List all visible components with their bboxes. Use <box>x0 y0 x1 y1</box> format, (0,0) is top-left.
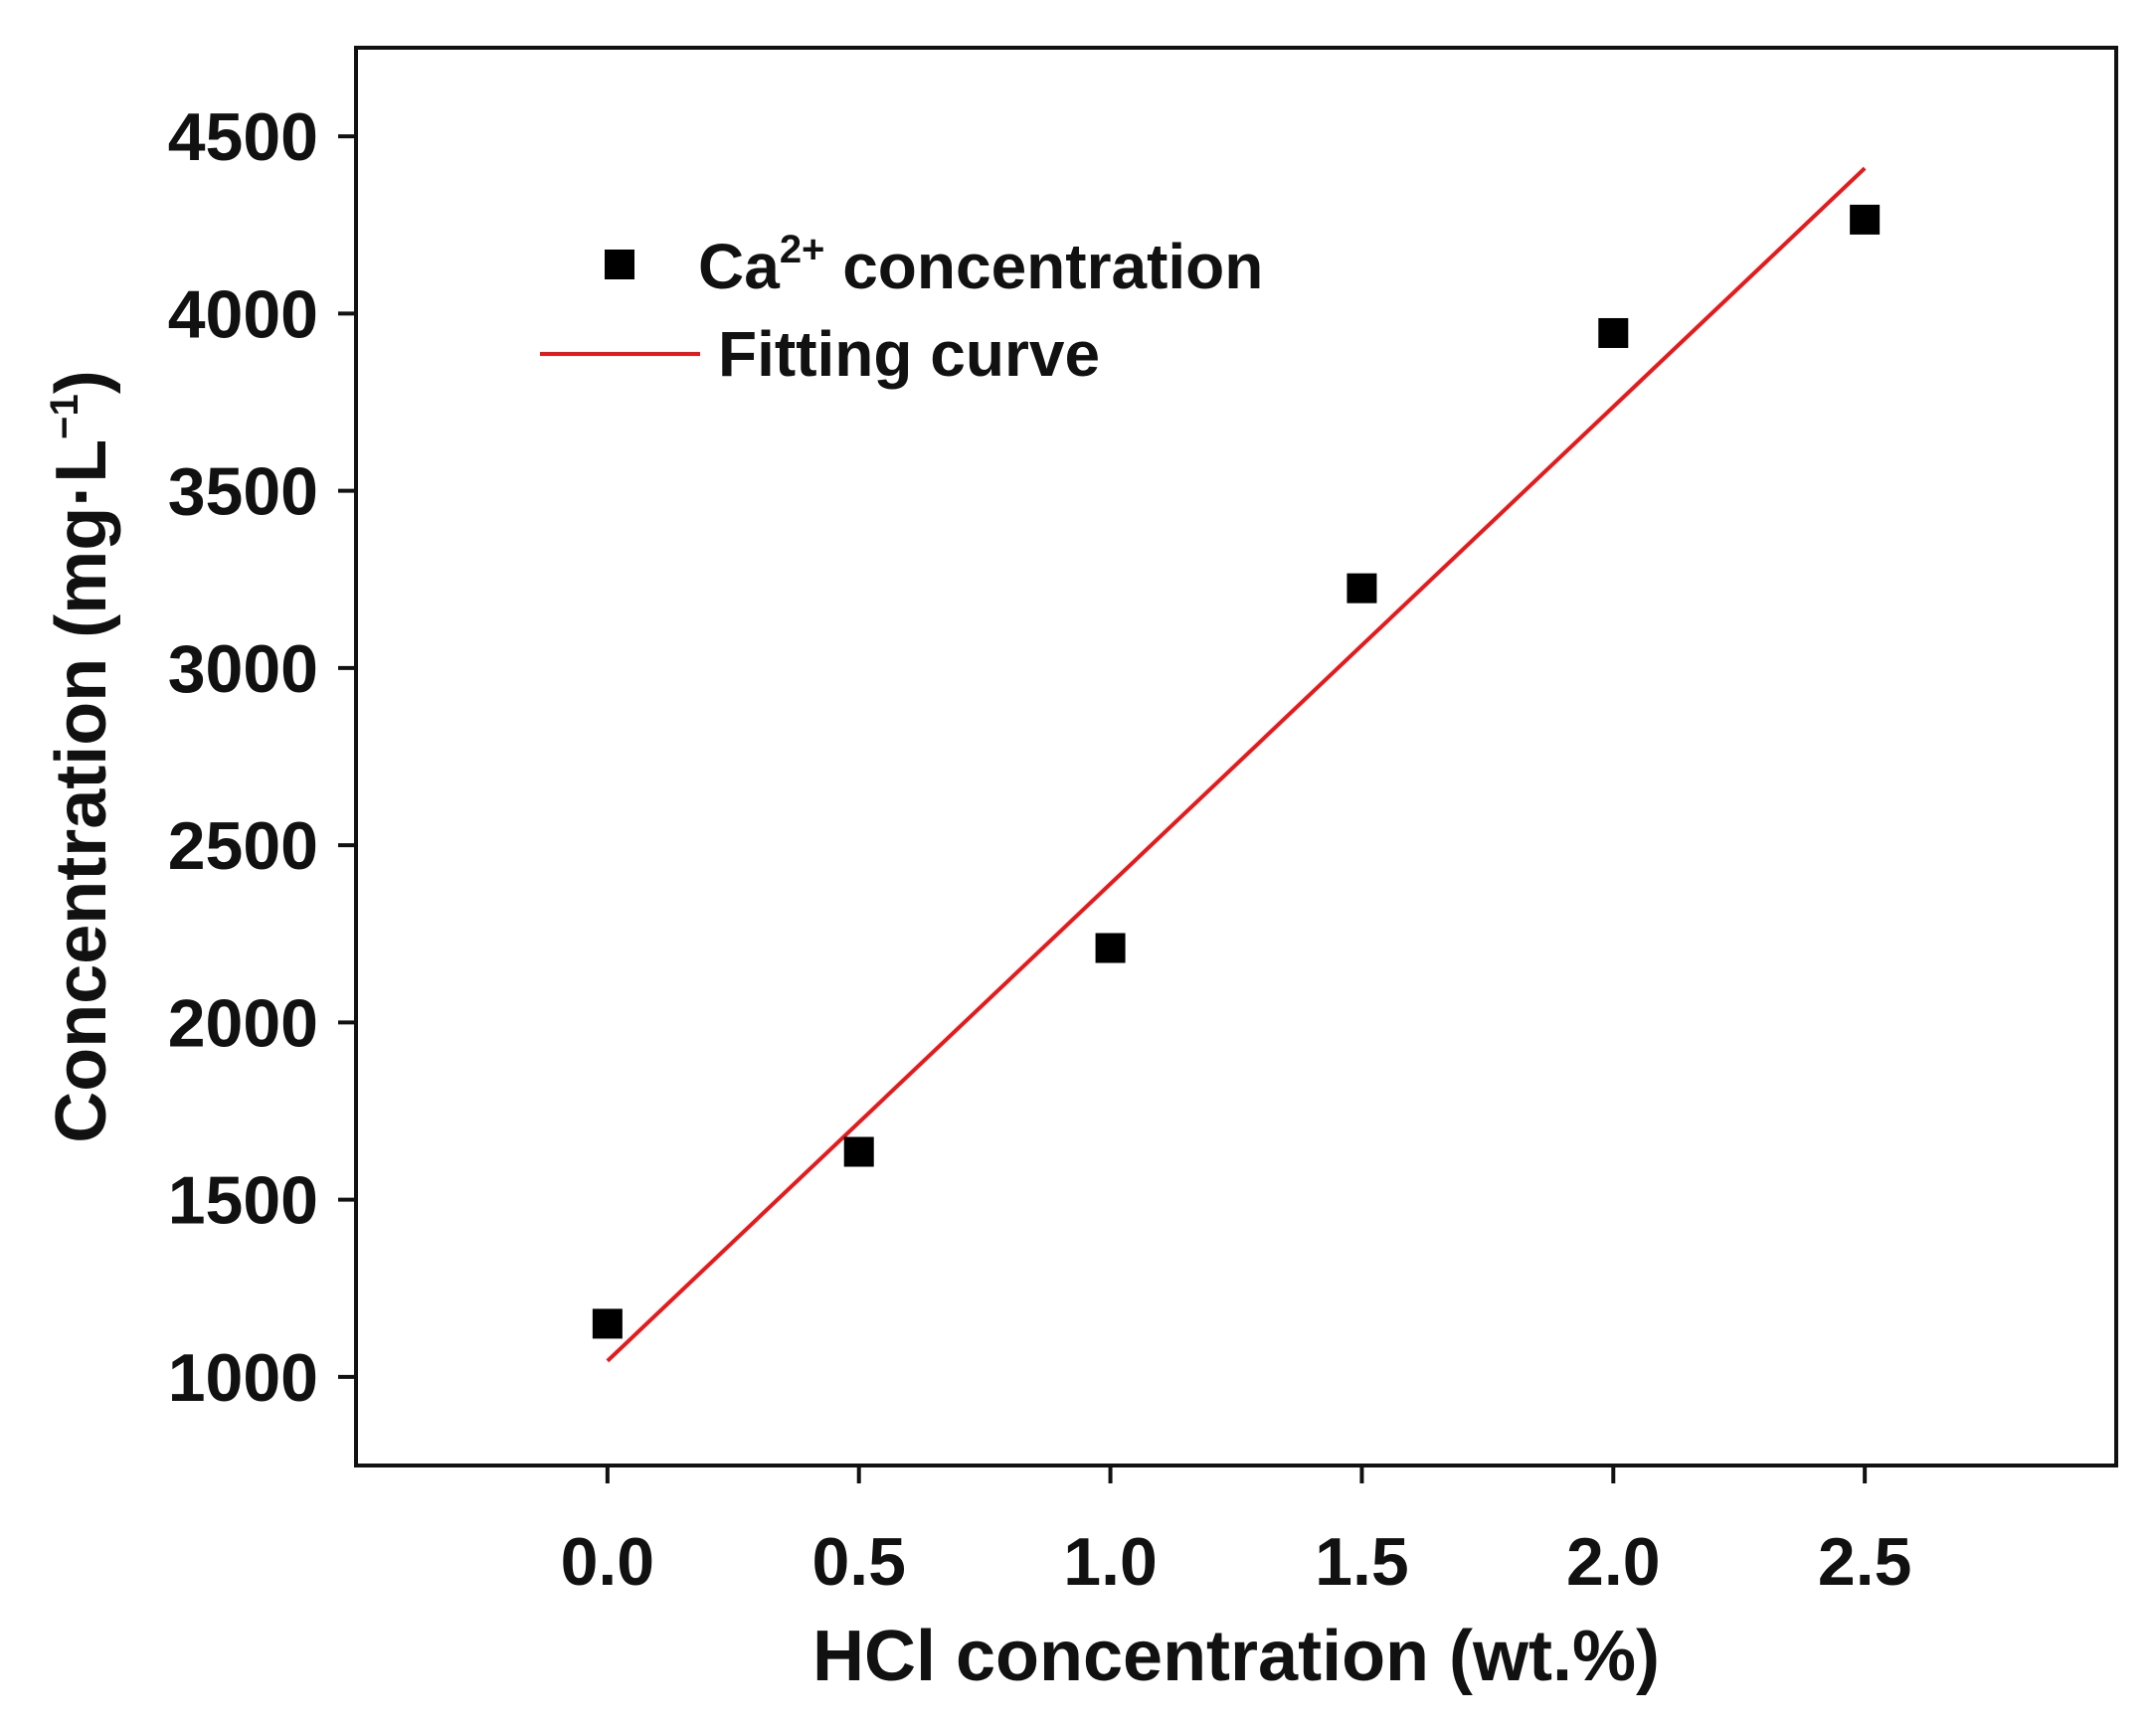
plot-frame <box>354 46 2118 1467</box>
data-point <box>843 1136 874 1167</box>
x-tick-label: 1.0 <box>1063 1524 1158 1600</box>
y-axis-title-prefix: Concentration (mg·L <box>42 439 121 1143</box>
y-tick-label: 1000 <box>168 1340 318 1416</box>
data-point <box>1095 933 1126 963</box>
x-axis-ticks: 0.0 0.5 1.0 1.5 2.0 2.5 <box>561 1466 1912 1600</box>
x-tick-label: 0.5 <box>811 1524 906 1600</box>
legend: Ca2+ concentration Fitting curve <box>540 228 1263 390</box>
x-tick-label: 0.0 <box>561 1524 655 1600</box>
y-tick-label: 2000 <box>168 985 318 1061</box>
x-tick-label: 2.0 <box>1566 1524 1661 1600</box>
y-axis-title: Concentration (mg·L−1) <box>42 370 121 1143</box>
legend-label-scatter-base: Ca <box>698 231 780 302</box>
y-axis-title-suffix: ) <box>42 370 121 394</box>
y-axis-ticks: 1000 1500 2000 2500 3000 3500 4000 4500 <box>168 99 356 1416</box>
legend-label-line: Fitting curve <box>718 318 1100 390</box>
y-axis-title-superscript: −1 <box>43 394 87 439</box>
x-axis-title: HCl concentration (wt.%) <box>812 1617 1660 1696</box>
y-tick-label: 2500 <box>168 808 318 884</box>
y-tick-label: 3500 <box>168 454 318 530</box>
y-tick-label: 4500 <box>168 99 318 175</box>
data-point <box>1347 573 1377 604</box>
x-tick-label: 2.5 <box>1818 1524 1912 1600</box>
x-tick-label: 1.5 <box>1315 1524 1409 1600</box>
y-tick-label: 3000 <box>168 631 318 707</box>
data-point <box>592 1308 623 1339</box>
data-point <box>1850 204 1881 235</box>
legend-label-scatter-superscript: 2+ <box>780 228 825 271</box>
legend-label-scatter: Ca2+ concentration <box>698 228 1263 302</box>
series-layer <box>592 166 1881 1363</box>
data-point <box>1598 317 1629 348</box>
y-tick-label: 1500 <box>168 1163 318 1239</box>
y-tick-label: 4000 <box>168 276 318 352</box>
legend-label-scatter-suffix: concentration <box>824 231 1263 302</box>
fitting-curve-line <box>606 166 1867 1363</box>
legend-marker-square <box>605 250 634 279</box>
